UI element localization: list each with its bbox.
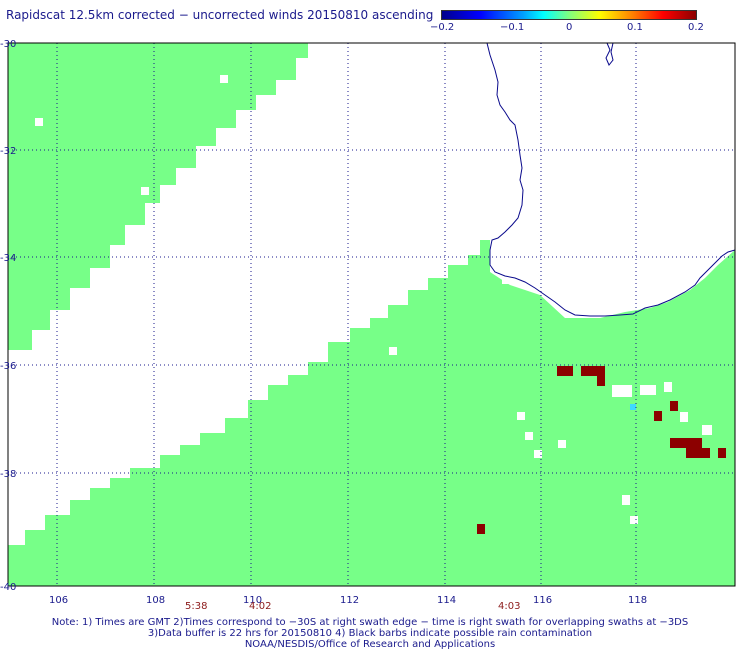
lat-label: -30: [0, 39, 16, 50]
low-cell: [630, 404, 636, 410]
lon-label: 110: [243, 595, 262, 606]
gap-cell: [558, 440, 566, 448]
lat-label: -40: [0, 582, 16, 593]
lon-label: 118: [628, 595, 647, 606]
lon-label: 116: [533, 595, 552, 606]
high-value-cells: [477, 366, 726, 534]
gap-cell: [640, 385, 656, 395]
high-cell: [670, 438, 702, 448]
gap-cell: [664, 382, 672, 392]
lat-label: -32: [0, 146, 16, 157]
coastline-island: [605, 42, 614, 66]
high-cell: [654, 411, 662, 421]
lon-label: 106: [49, 595, 68, 606]
high-cell: [581, 366, 605, 376]
time-label: 4:02: [249, 601, 271, 612]
note-line-2: 3)Data buffer is 22 hrs for 20150810 4) …: [147, 628, 593, 639]
high-cell: [718, 448, 726, 458]
gap-cell: [680, 412, 688, 422]
gap-cell: [702, 425, 712, 435]
high-cell: [670, 401, 678, 411]
lat-label: -36: [0, 361, 16, 372]
high-cell: [686, 448, 710, 458]
coastline: [486, 42, 736, 317]
high-cell: [477, 524, 485, 534]
lat-label: -34: [0, 253, 16, 264]
colorbar-tick: 0: [566, 22, 573, 33]
swath-area: [8, 43, 735, 586]
gap-cell: [534, 450, 542, 458]
lat-label: -38: [0, 469, 16, 480]
gap-cell: [525, 432, 533, 440]
note-line-1: Note: 1) Times are GMT 2)Times correspon…: [51, 617, 689, 628]
gap-cell: [141, 187, 149, 195]
swath-lower-right: [8, 240, 735, 586]
lon-label: 114: [437, 595, 456, 606]
colorbar: [441, 10, 697, 20]
colorbar-tick: 0.1: [627, 22, 643, 33]
map-title: Rapidscat 12.5km corrected − uncorrected…: [6, 8, 434, 22]
data-gaps: [35, 75, 712, 524]
lon-label: 112: [340, 595, 359, 606]
gap-cell: [612, 385, 632, 397]
colorbar-tick: 0.2: [688, 22, 704, 33]
high-cell: [557, 366, 573, 376]
time-label: 4:03: [498, 601, 520, 612]
gap-cell: [220, 75, 228, 83]
gap-cell: [35, 118, 43, 126]
graticule: [8, 43, 735, 586]
gap-cell: [622, 495, 630, 505]
gap-cell: [517, 412, 525, 420]
gap-cell: [502, 276, 510, 284]
colorbar-tick: −0.2: [430, 22, 455, 33]
note-line-3: NOAA/NESDIS/Office of Research and Appli…: [244, 639, 496, 650]
swath-upper-left: [8, 43, 308, 350]
gap-cell: [389, 347, 397, 355]
gap-cell: [630, 516, 638, 524]
time-label: 5:38: [185, 601, 207, 612]
lon-label: 108: [146, 595, 165, 606]
map-frame: [7, 42, 736, 587]
high-cell: [597, 376, 605, 386]
colorbar-tick: −0.1: [500, 22, 525, 33]
